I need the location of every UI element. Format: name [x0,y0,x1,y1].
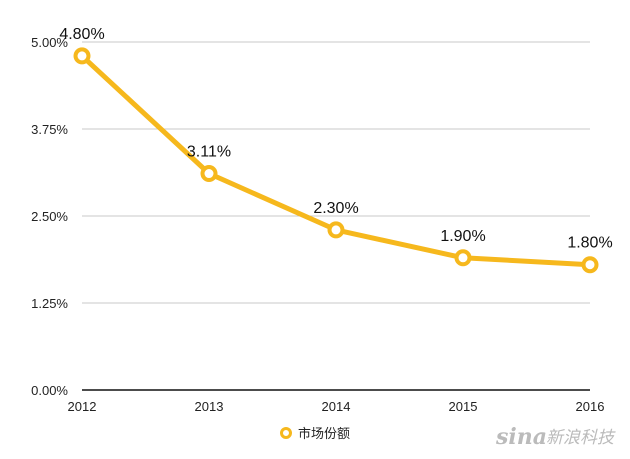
watermark-brand: sina [495,424,547,450]
legend-marker [280,427,292,439]
x-tick-label: 2013 [195,399,224,414]
x-tick-label: 2012 [68,399,97,414]
legend: 市场份额 [280,426,350,442]
x-tick-label: 2016 [576,399,605,414]
y-tick-label: 2.50% [31,209,68,224]
sina-watermark: sina 新浪科技 [495,424,616,450]
series-market-share: 4.80% 3.11% 2.30% 1.90% 1.80% [59,26,613,274]
data-point [454,249,472,267]
x-tick-label: 2015 [449,399,478,414]
data-label: 4.80% [59,26,104,43]
legend-label: 市场份额 [298,426,350,442]
y-tick-label: 1.25% [31,296,68,311]
y-axis-ticks: 0.00% 1.25% 2.50% 3.75% 5.00% [31,35,68,398]
data-label: 2.30% [313,200,358,217]
x-axis-ticks: 2012 2013 2014 2015 2016 [68,399,605,414]
data-point [327,221,345,239]
grid-lines [82,41,590,304]
data-label: 1.80% [567,235,612,252]
y-tick-label: 5.00% [31,35,68,50]
watermark-text: 新浪科技 [546,428,616,448]
y-tick-label: 0.00% [31,383,68,398]
data-point [200,165,218,183]
y-tick-label: 3.75% [31,122,68,137]
data-point [73,47,91,65]
x-tick-label: 2014 [322,399,351,414]
data-point [581,256,599,274]
data-label: 1.90% [440,228,485,245]
data-label: 3.11% [187,144,231,161]
